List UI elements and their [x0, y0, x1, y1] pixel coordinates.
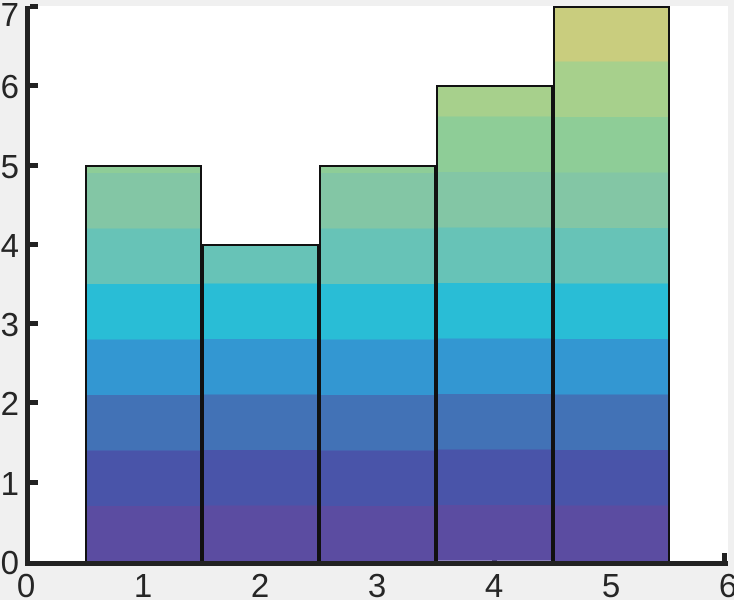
y-tick-1	[30, 480, 38, 485]
y-tick-label-0: 0	[0, 544, 19, 581]
y-tick-7	[30, 4, 38, 9]
x-tick-label-4: 4	[484, 567, 504, 600]
y-tick-3	[30, 321, 38, 326]
x-tick-label-6: 6	[718, 567, 734, 600]
y-tick-label-3: 3	[0, 306, 19, 343]
bar-x3	[318, 164, 436, 561]
y-tick-label-2: 2	[0, 385, 19, 422]
y-tick-label-4: 4	[0, 227, 19, 264]
y-tick-5	[30, 163, 38, 168]
y-tick-label-1: 1	[0, 465, 19, 502]
bar-x1	[84, 164, 202, 561]
x-tick-6	[722, 553, 727, 561]
x-tick-label-2: 2	[250, 567, 270, 600]
y-tick-label-7: 7	[0, 0, 19, 33]
y-tick-2	[30, 400, 38, 405]
y-tick-label-5: 5	[0, 148, 19, 185]
x-tick-label-1: 1	[133, 567, 153, 600]
x-tick-label-5: 5	[601, 567, 621, 600]
y-tick-4	[30, 242, 38, 247]
x-tick-label-0: 0	[16, 567, 36, 600]
y-tick-label-6: 6	[0, 68, 19, 105]
bar-x4	[435, 85, 553, 561]
y-tick-6	[30, 83, 38, 88]
x-tick-label-3: 3	[367, 567, 387, 600]
bar-x5	[552, 6, 670, 561]
bar-x2	[201, 243, 319, 561]
